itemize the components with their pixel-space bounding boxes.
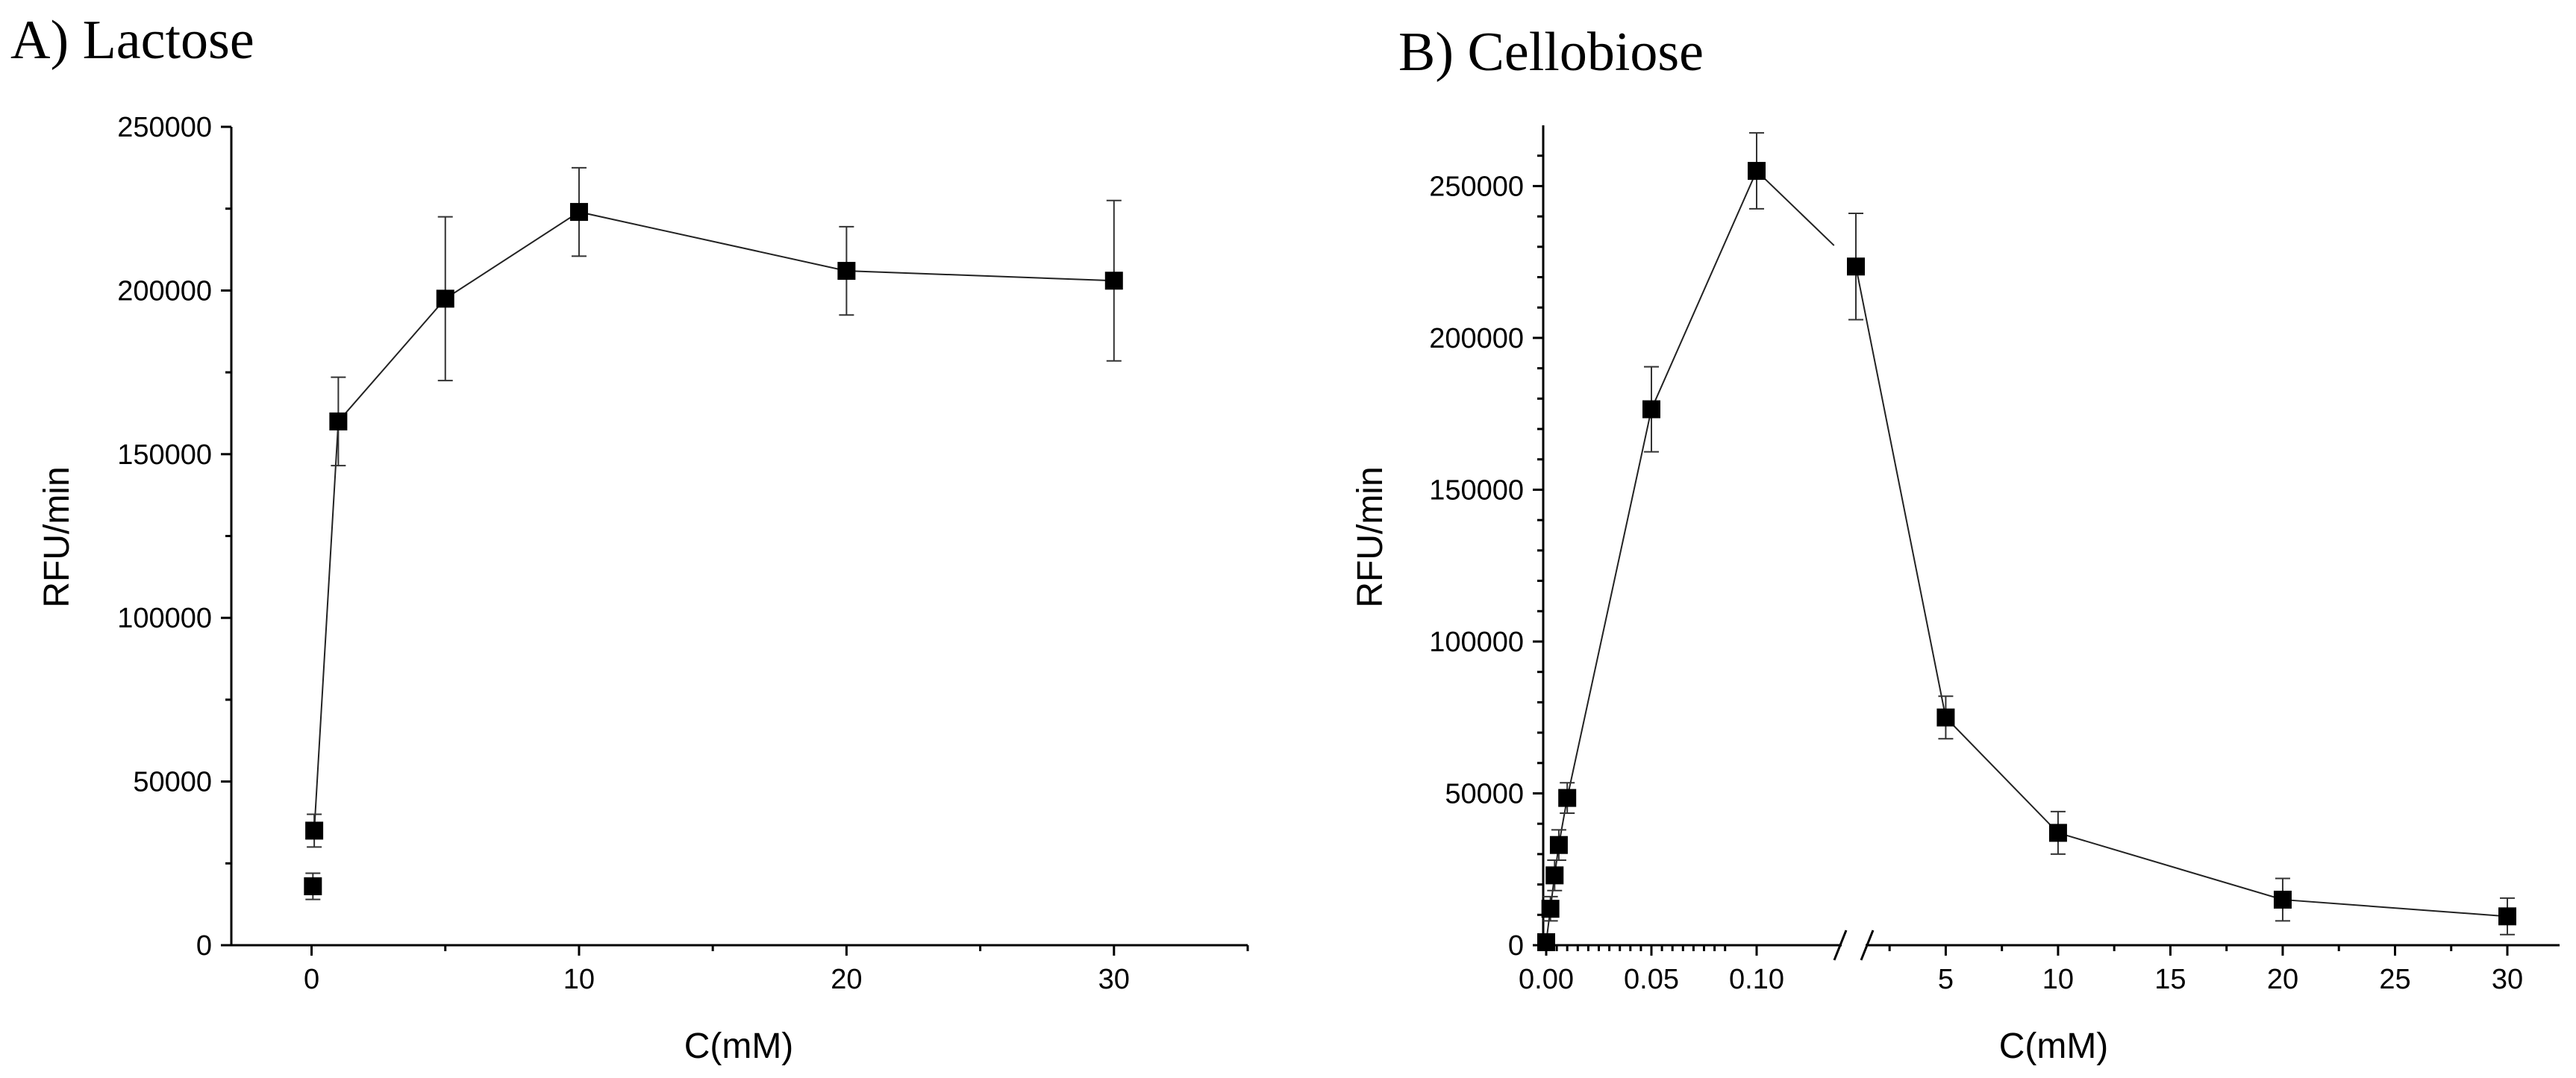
lactose-x-axis-label: C(mM) [684, 1027, 794, 1066]
cellobiose-x-tick-label: 0.10 [1729, 964, 1784, 995]
cellobiose-data-point [1936, 708, 1955, 727]
lactose-series-line [313, 211, 1114, 831]
cellobiose-y-tick-label: 0 [1508, 930, 1524, 962]
cellobiose-x-tick-label: 25 [2379, 964, 2410, 995]
cellobiose-x-tick-label: 0.05 [1624, 964, 1679, 995]
lactose-data-point [305, 821, 324, 840]
cellobiose-series [1537, 132, 2516, 951]
cellobiose-x-tick-label: 20 [2267, 964, 2298, 995]
lactose-y-tick-label: 150000 [117, 439, 212, 471]
cellobiose-data-point [1545, 866, 1564, 885]
lactose-y-tick-label: 200000 [117, 275, 212, 307]
cellobiose-x-tick-label: 10 [2042, 964, 2074, 995]
lactose-data-point [837, 262, 856, 281]
cellobiose-y-tick-label: 100000 [1429, 627, 1524, 658]
lactose-data-point [304, 877, 322, 896]
lactose-data-point [329, 412, 348, 430]
lactose-data-point [569, 203, 588, 222]
panel-cellobiose: B) Cellobiose C(mM) RFU/min 0 50000 100000… [1351, 22, 2560, 1066]
lactose-y-tick-label: 100000 [117, 603, 212, 634]
cellobiose-axes: 0 50000 100000 150000 200000 250000 0.00 0.05 0.… [1429, 125, 2560, 995]
cellobiose-y-tick-label: 150000 [1429, 474, 1524, 506]
lactose-data-point [436, 289, 454, 308]
cellobiose-y-tick-label: 200000 [1429, 323, 1524, 354]
cellobiose-series-line-right [1855, 266, 2508, 918]
cellobiose-data-point [2048, 824, 2067, 842]
cellobiose-series-line-bridge [1756, 170, 1835, 246]
cellobiose-axis-break-mark [1833, 930, 1875, 961]
lactose-x-tick-label: 10 [563, 964, 595, 995]
lactose-chart-title: A) Lactose [10, 10, 254, 71]
lactose-x-tick-label: 20 [831, 964, 862, 995]
cellobiose-x-tick-label: 0.00 [1519, 964, 1574, 995]
cellobiose-data-point [1847, 257, 1865, 276]
cellobiose-y-tick-label: 50000 [1445, 778, 1524, 809]
panel-lactose: A) Lactose C(mM) RFU/min 0 50000 100000 150… [10, 10, 1249, 1066]
cellobiose-x-tick-label: 5 [1938, 964, 1954, 995]
lactose-x-tick-label: 30 [1098, 964, 1130, 995]
cellobiose-data-point [1541, 900, 1560, 918]
cellobiose-data-point [2273, 890, 2292, 909]
lactose-data-point [1104, 272, 1123, 290]
cellobiose-y-tick-label: 250000 [1429, 171, 1524, 202]
cellobiose-series-line-left [1545, 170, 1757, 943]
lactose-axes: 0 50000 100000 150000 200000 250000 0 10 20 30 [117, 112, 1249, 995]
lactose-y-tick-label: 50000 [133, 767, 212, 798]
lactose-y-tick-label: 0 [196, 930, 212, 962]
cellobiose-chart-title: B) Cellobiose [1398, 22, 1704, 83]
lactose-y-tick-label: 250000 [117, 112, 212, 143]
cellobiose-data-point [1558, 789, 1577, 807]
cellobiose-x-tick-label: 30 [2492, 964, 2523, 995]
lactose-x-tick-label: 0 [304, 964, 319, 995]
cellobiose-x-tick-label: 15 [2154, 964, 2186, 995]
lactose-y-axis-label: RFU/min [37, 466, 77, 607]
cellobiose-data-point [1642, 400, 1660, 419]
lactose-series [304, 166, 1123, 900]
cellobiose-data-point [2498, 907, 2516, 926]
cellobiose-x-axis-label: C(mM) [1999, 1027, 2109, 1066]
cellobiose-data-point [1748, 162, 1766, 181]
cellobiose-data-point [1549, 836, 1568, 854]
cellobiose-y-axis-label: RFU/min [1351, 466, 1390, 607]
cellobiose-data-point [1537, 933, 1555, 951]
